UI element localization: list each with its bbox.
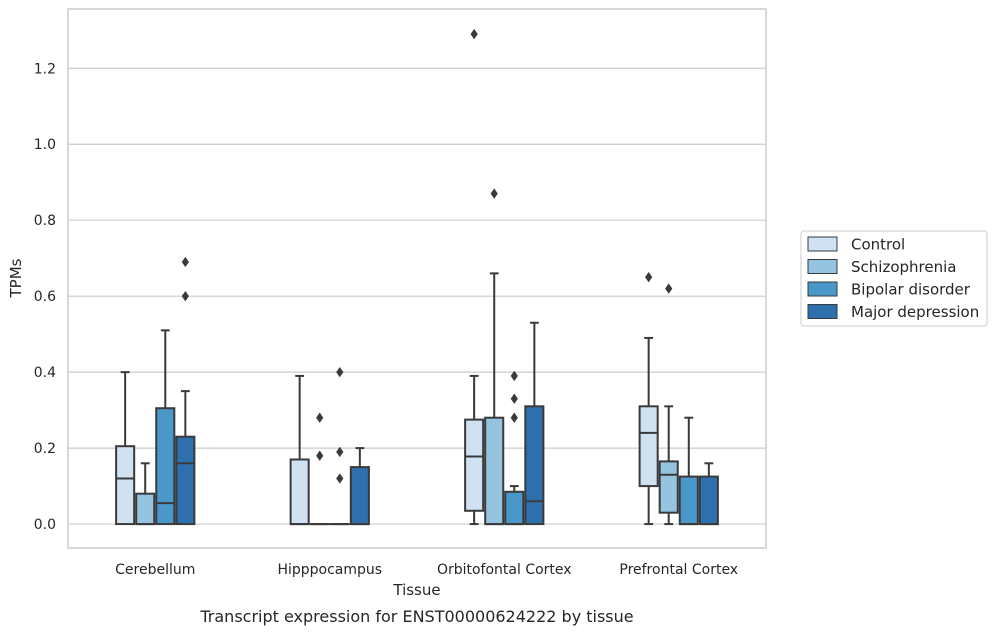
box-schizophrenia [309,412,330,526]
figure-caption: Transcript expression for ENST0000062422… [199,607,633,626]
x-tick-label: Prefrontal Cortex [619,562,738,578]
box-bipolar-disorder [329,366,350,526]
outlier-point [316,450,324,461]
box-bipolar-disorder [678,416,699,526]
box-iqr [464,418,485,512]
box-iqr [658,460,679,514]
box-iqr [524,405,545,526]
outlier-point [510,412,518,423]
outlier-point [645,271,653,283]
box-control [638,271,659,526]
outlier-point [665,283,673,294]
box-control [115,371,136,526]
legend-frame [800,230,988,327]
outlier-point [336,446,344,458]
box-iqr [678,475,699,526]
legend-swatch [807,281,838,297]
box-control [289,374,310,526]
box-bipolar-disorder [155,329,176,526]
box-iqr [638,405,659,488]
outlier-point [510,370,518,382]
box-iqr [484,416,505,526]
box-schizophrenia [484,188,505,526]
x-axis-label: Tissue [392,581,440,599]
y-tick-labels: 0.0 0.2 0.4 0.6 0.8 1.0 1.2 [34,61,56,533]
box-schizophrenia [658,283,679,526]
y-tick-label: 1.0 [34,137,56,153]
outlier-point [510,393,518,404]
box-iqr [155,407,176,526]
box-iqr [504,490,525,526]
box-major-depression [175,256,196,526]
box-iqr [289,458,310,526]
y-tick-label: 0.2 [34,441,56,457]
box-major-depression [698,462,719,526]
x-tick-labels: Cerebellum Hipppocampus Orbitofontal Corte… [115,562,738,578]
outlier-point [336,366,344,378]
x-tick-label: Cerebellum [115,562,195,578]
outlier-point [470,28,478,40]
box-iqr [135,492,156,526]
outlier-point [181,256,189,268]
box-iqr [349,466,370,526]
y-tick-label: 0.8 [34,213,56,229]
y-axis-label: TPMs [7,258,25,298]
box-iqr [115,445,136,526]
y-tick-label: 0.0 [34,517,56,533]
box-plots [115,28,719,526]
box-bipolar-disorder [504,370,525,526]
outlier-point [181,290,189,302]
legend-label: Schizophrenia [851,258,956,276]
legend-label: Control [851,236,905,254]
legend-label: Bipolar disorder [851,281,971,299]
y-tick-label: 1.2 [34,61,56,77]
outlier-point [336,473,344,484]
legend-swatch [807,259,838,274]
box-iqr [698,475,719,526]
box-schizophrenia [135,462,156,526]
box-major-depression [524,321,545,526]
x-tick-label: Hipppocampus [277,562,382,578]
outlier-point [316,412,324,423]
plot-frame [67,8,767,549]
box-control [464,28,485,526]
box-iqr [175,435,196,526]
x-tick-label: Orbitofontal Cortex [437,562,572,578]
legend: Control Schizophrenia Bipolar disorder Majo… [800,230,988,327]
legend-swatch [807,236,838,252]
legend-label: Major depression [851,303,979,321]
legend-swatch [807,304,838,319]
y-tick-label: 0.4 [34,365,56,381]
box-major-depression [349,447,370,526]
outlier-point [490,188,498,199]
y-tick-label: 0.6 [34,289,56,305]
